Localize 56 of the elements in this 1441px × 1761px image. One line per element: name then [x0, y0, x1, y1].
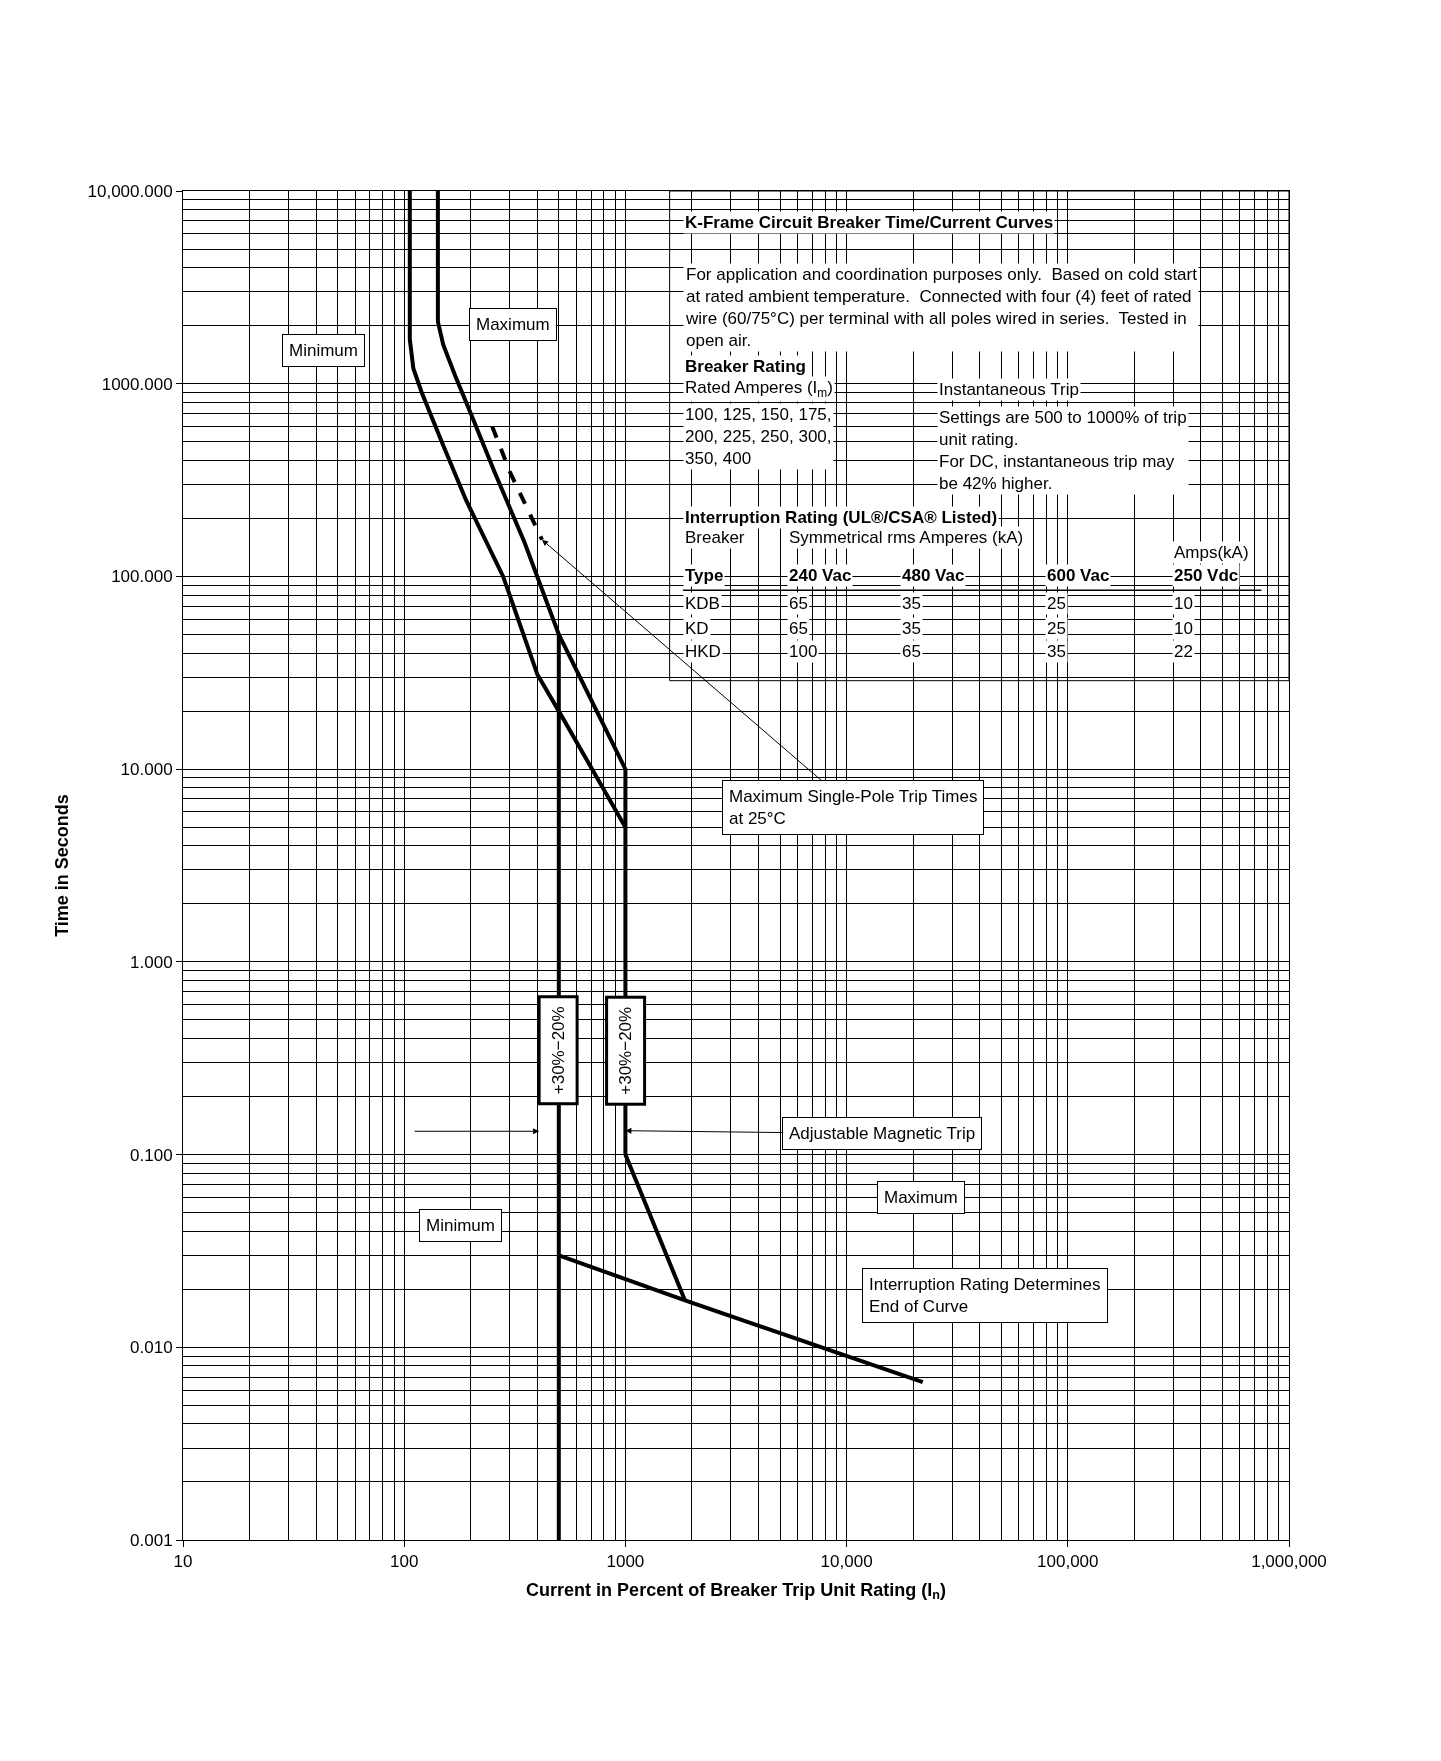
- annotation: KDB: [685, 594, 720, 613]
- x-tick-label: 1,000,000: [1251, 1552, 1327, 1572]
- annotation: Minimum: [426, 1216, 495, 1235]
- annotation: Symmetrical rms Amperes (kA): [789, 528, 1024, 547]
- annotation: 35: [902, 594, 921, 613]
- x-tick-label: 1000: [606, 1552, 645, 1572]
- annotation: 240 Vac: [789, 566, 852, 585]
- annotation: Minimum: [289, 341, 358, 360]
- annotation: Interruption Rating Determines End of Curve: [869, 1275, 1101, 1317]
- annotation: KD: [685, 619, 709, 638]
- annotation: 35: [1047, 642, 1066, 661]
- annotation: 480 Vac: [902, 566, 965, 585]
- annotation: Maximum Single-Pole Trip Times at 25°C: [729, 787, 978, 829]
- annotation: Amps(kA): [1174, 543, 1249, 562]
- annotation: Interruption Rating (UL®/CSA® Listed): [685, 508, 998, 527]
- y-tick-label: 10,000.000: [87, 181, 173, 201]
- annotation: 100, 125, 150, 175, 200, 225, 250, 300, 350, 400: [685, 405, 832, 469]
- y-tick-label: 0.100: [130, 1145, 173, 1165]
- y-tick-label: 0.001: [130, 1530, 173, 1550]
- annotation: Breaker Rating: [685, 357, 806, 376]
- annotation: 10: [1174, 619, 1193, 638]
- x-tick-label: 10,000: [820, 1552, 873, 1572]
- annotation: 10: [1174, 594, 1193, 613]
- annotation: Adjustable Magnetic Trip: [789, 1124, 976, 1143]
- annotation: 65: [902, 642, 921, 661]
- annotation: 22: [1174, 642, 1193, 661]
- x-tick-label: 100,000: [1037, 1552, 1099, 1572]
- annotation: For application and coordination purposes only. Based on cold start at rated ambient temperature. Connected with four (4) feet of rated wire (60/75°C) per terminal with all poles wired in series. Tested in open air.: [685, 265, 1198, 351]
- annotation: Settings are 500 to 1000% of trip unit rating. For DC, instantaneous trip may be 42% higher.: [939, 408, 1187, 494]
- y-tick-label: 10.000: [120, 760, 173, 780]
- annotation: 35: [902, 619, 921, 638]
- x-tick-label: 100: [390, 1552, 419, 1572]
- annotation: 65: [789, 594, 808, 613]
- annotation: K-Frame Circuit Breaker Time/Current Curves: [685, 213, 1054, 232]
- annotation: 25: [1047, 619, 1066, 638]
- annotation: 65: [789, 619, 808, 638]
- annotation: 600 Vac: [1047, 566, 1110, 585]
- annotation: Type: [685, 566, 724, 585]
- annotation: Maximum: [476, 315, 550, 334]
- x-tick-label: 10: [173, 1552, 193, 1572]
- y-tick-label: 1000.000: [101, 374, 173, 394]
- annotation: Maximum: [884, 1188, 958, 1207]
- annotation: Breaker: [685, 528, 745, 547]
- annotation: Rated Amperes (I$_{m}$): [685, 378, 833, 400]
- annotation: HKD: [685, 642, 721, 661]
- y-tick-label: 100.000: [111, 567, 173, 587]
- annotation: 250 Vdc: [1174, 566, 1239, 585]
- annotation: +30%−20%: [616, 1006, 636, 1095]
- y-axis-title: Time in Seconds: [51, 794, 72, 937]
- y-tick-label: 0.010: [130, 1338, 173, 1358]
- annotation: 100: [789, 642, 818, 661]
- y-tick-label: 1.000: [130, 952, 173, 972]
- annotation: Instantaneous Trip: [939, 380, 1079, 399]
- annotation: +30%−20%: [548, 1006, 568, 1095]
- annotation: 25: [1047, 594, 1066, 613]
- x-axis-title: Current in Percent of Breaker Trip Unit Rating (I$_{n}$): [526, 1579, 946, 1603]
